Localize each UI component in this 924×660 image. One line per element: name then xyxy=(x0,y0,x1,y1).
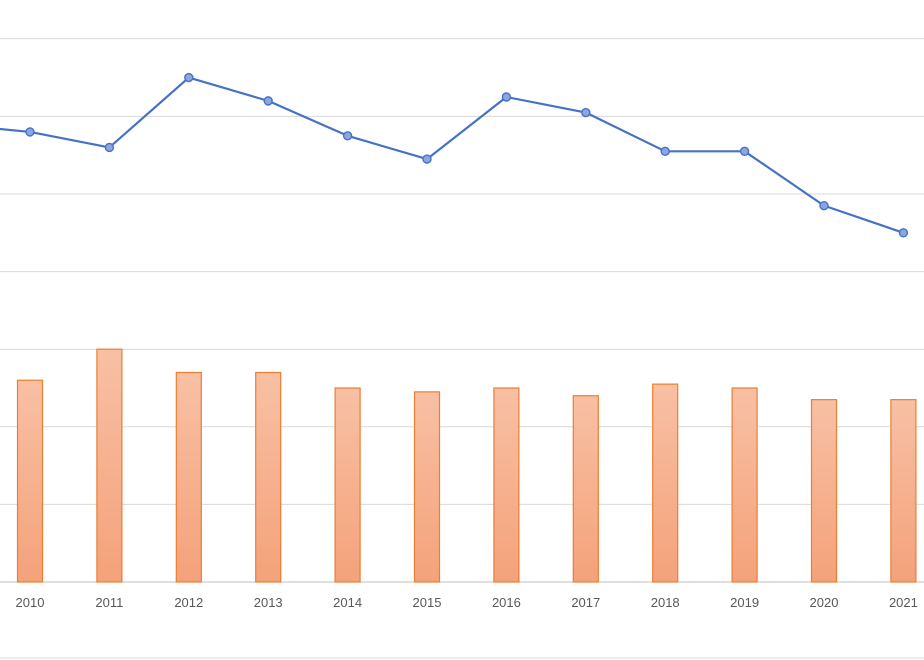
bar-2016 xyxy=(493,387,520,583)
bar-2020 xyxy=(810,399,838,583)
x-tick-label-2012: 2012 xyxy=(174,595,203,610)
x-tick-label-2010: 2010 xyxy=(16,595,45,610)
bar-2015 xyxy=(413,391,441,583)
line-point-2012 xyxy=(184,72,194,83)
line-point-2010 xyxy=(25,127,35,137)
line-point-2020 xyxy=(819,200,829,211)
bar-2014 xyxy=(334,387,361,583)
x-tick-label-2019: 2019 xyxy=(730,595,759,610)
x-tick-label-2021: 2021 xyxy=(889,595,918,610)
bar-2017 xyxy=(572,395,599,583)
x-tick-label-2013: 2013 xyxy=(254,595,283,610)
x-tick-label-2018: 2018 xyxy=(651,595,680,610)
x-tick-label-2014: 2014 xyxy=(333,595,362,610)
gridlines xyxy=(0,38,924,659)
line-point-2014 xyxy=(342,131,353,141)
bar-2012 xyxy=(175,371,202,583)
line-point-2011 xyxy=(104,142,115,153)
line-point-2015 xyxy=(422,154,432,164)
bar-2021 xyxy=(890,399,917,583)
line-point-2016 xyxy=(501,92,512,102)
bar-series xyxy=(16,348,917,583)
x-axis-tick-labels: 2010 2011 2012 2013 2014 2015 2016 2017 2018 2019… xyxy=(16,595,918,610)
line-point-2013 xyxy=(263,96,273,106)
bar-2018 xyxy=(652,383,679,583)
bar-2010 xyxy=(16,379,44,583)
x-tick-label-2015: 2015 xyxy=(413,595,442,610)
bar-2011 xyxy=(96,348,123,583)
line-point-2017 xyxy=(581,107,591,118)
x-tick-label-2016: 2016 xyxy=(492,595,521,610)
x-tick-label-2017: 2017 xyxy=(571,595,600,610)
bar-2019 xyxy=(731,387,758,583)
x-tick-label-2020: 2020 xyxy=(810,595,839,610)
line-path xyxy=(0,76,904,234)
line-point-2018 xyxy=(660,146,670,157)
x-tick-label-2011: 2011 xyxy=(95,595,123,610)
bar-2013 xyxy=(255,371,282,583)
line-series xyxy=(0,72,909,238)
line-point-2021 xyxy=(898,228,909,238)
line-point-2019 xyxy=(739,146,750,157)
